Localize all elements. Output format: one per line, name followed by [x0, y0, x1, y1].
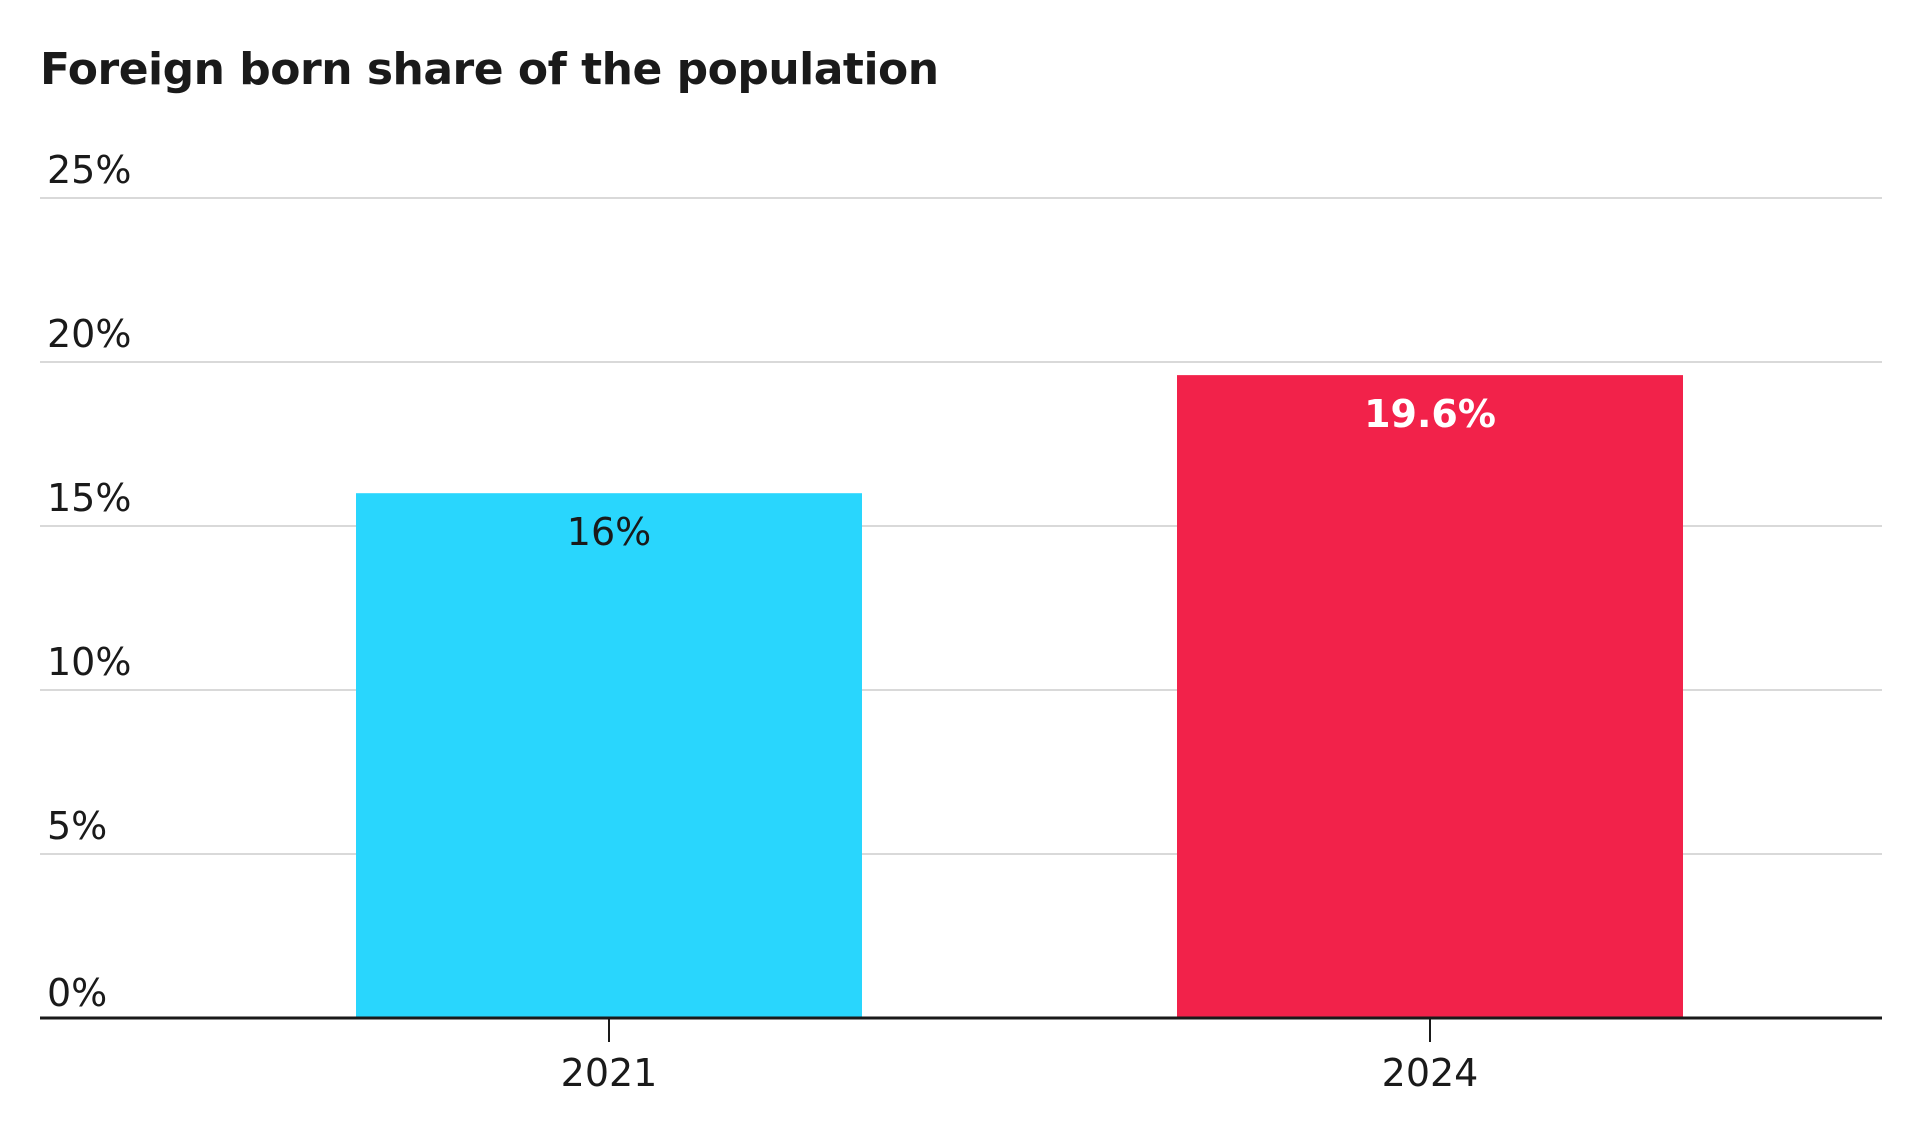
- bar-2021: [356, 493, 862, 1018]
- chart-title: Foreign born share of the population: [40, 44, 939, 95]
- labels: 0% 5% 10% 15% 20% 25% 16% 2021 19.6% 2024: [47, 148, 1496, 1095]
- x-axis: [40, 1016, 1882, 1042]
- x-tick-label: 2021: [561, 1051, 658, 1095]
- y-tick-label: 5%: [47, 804, 107, 848]
- y-tick-label: 25%: [47, 148, 131, 192]
- y-tick-label: 20%: [47, 312, 131, 356]
- y-tick-label: 10%: [47, 640, 131, 684]
- data-label: 19.6%: [1364, 392, 1496, 436]
- data-label: 16%: [567, 510, 651, 554]
- y-tick-label: 0%: [47, 971, 107, 1015]
- bar-2024: [1177, 375, 1683, 1018]
- bars: [356, 375, 1683, 1018]
- x-tick-label: 2024: [1382, 1051, 1479, 1095]
- y-tick-label: 15%: [47, 476, 131, 520]
